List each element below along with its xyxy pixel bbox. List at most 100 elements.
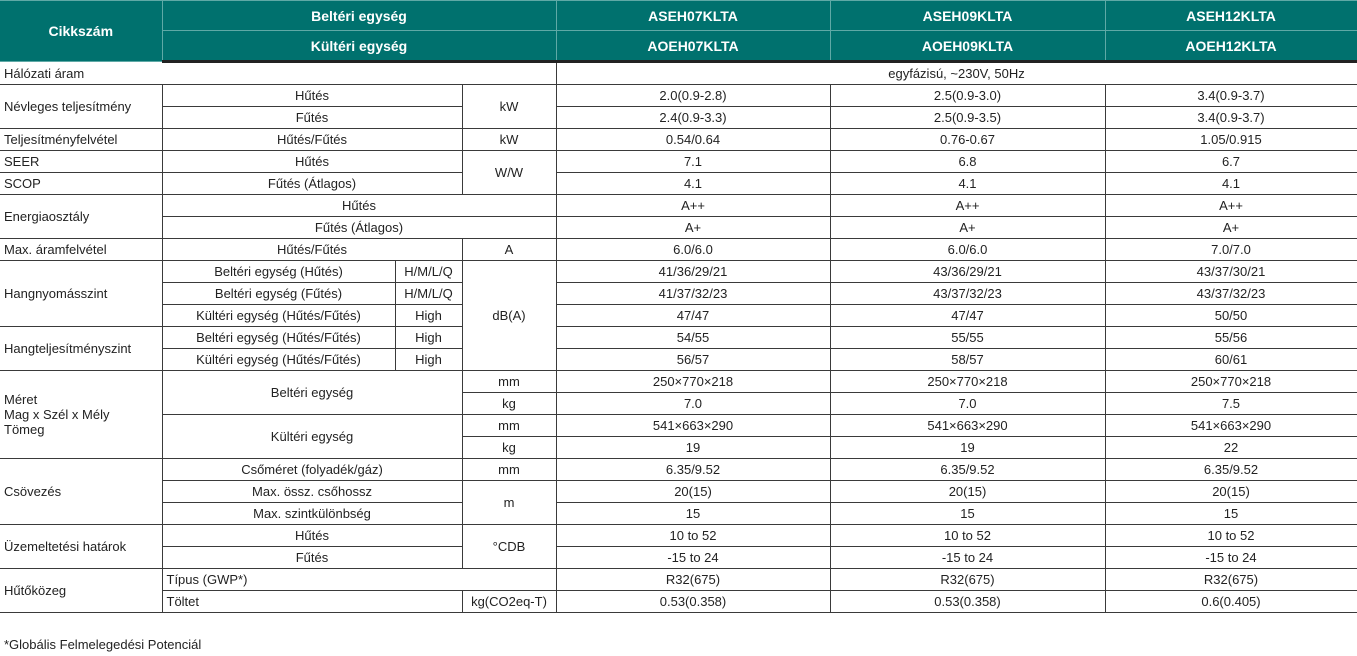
cell-value: R32(675) [1104,568,1357,591]
row-label: Energiaosztály [0,194,163,239]
unit: kg(CO2eq-T) [461,590,557,613]
cell-value: A++ [555,194,831,217]
table-row: Csövezés Csőméret (folyadék/gáz) mm 6.35/9.… [0,458,1357,525]
header-row-indoor: Cikkszám Beltéri egység ASEH07KLTA ASEH0… [0,0,1357,62]
mode: High [394,348,463,371]
cell-value: 7.1 [555,150,831,173]
cell-value: 6.35/9.52 [555,458,831,481]
table-row: Kültéri egység (Hűtés/Fűtés) High 47/47 47/… [0,304,1357,327]
table-row: Hangnyomásszint Beltéri egység (Hűtés) H/M… [0,260,1357,371]
sub-label: Hűtés [161,84,463,107]
cell-value: 0.54/0.64 [555,128,831,151]
table-row: Hálózati áram egyfázisú, ~230V, 50Hz [0,61,1357,85]
header-row-outdoor: Kültéri egység AOEH07KLTA AOEH09KLTA AOE… [0,30,1357,63]
cell-value: A+ [1104,216,1357,239]
cell-value: 6.8 [829,150,1106,173]
cell-value: 15 [829,502,1106,525]
cell-value: 6.0/6.0 [555,238,831,261]
cell-value: 10 to 52 [829,524,1106,547]
size-label: Méret [4,392,38,407]
table-row: Kültéri egység mm 541×663×290 541×663×290 54… [0,414,1357,459]
mode: H/M/L/Q [394,260,463,283]
sub-label: Beltéri egység (Fűtés) [162,282,396,305]
cell-value: A++ [829,194,1106,217]
model-header: ASEH07KLTA [555,0,831,31]
cell-value: 6.0/6.0 [829,238,1106,261]
table-row: SEER Hűtés W/W 7.1 6.8 6.7 [0,150,1357,195]
cell-value: 3.4(0.9-3.7) [1104,84,1357,107]
row-label: SCOP [0,172,163,195]
cell-value: 4.1 [555,172,831,195]
cell-value: 541×663×290 [555,414,831,437]
cell-value: R32(675) [555,568,831,591]
cell-value: 7.5 [1104,392,1357,415]
unit: mm [461,370,557,393]
row-label: Teljesítményfelvétel [0,128,163,151]
row-label: Méret Mag x Szél x Mély Tömeg [0,370,163,459]
cell-value: 3.4(0.9-3.7) [1104,106,1357,129]
cell-value: 7.0 [555,392,831,415]
cell-value: 19 [555,436,831,459]
cell-value: 20(15) [1104,480,1357,503]
sub-label: Beltéri egység (Hűtés/Fűtés) [161,326,396,349]
unit: kW [461,128,557,151]
cell-value: 1.05/0.915 [1104,128,1357,151]
cell-value: A+ [555,216,831,239]
row-label: Max. áramfelvétel [0,238,163,261]
cell-value: 43/37/32/23 [829,282,1106,305]
cell-value: 43/36/29/21 [829,260,1106,283]
model-header: AOEH09KLTA [829,30,1106,63]
unit: m [461,480,557,525]
unit: kg [462,436,557,459]
row-label: Hangnyomásszint [0,260,163,327]
cell-value: 19 [829,436,1106,459]
cell-value: 50/50 [1104,304,1357,327]
table-row: Max. áramfelvétel Hűtés/Fűtés A 6.0/6.0 6.0/… [0,238,1357,261]
cell-value: 541×663×290 [829,414,1106,437]
cell-value: 6.7 [1104,150,1357,173]
sub-label: Típus (GWP*) [161,568,557,591]
row-label: Hűtőközeg [0,568,163,613]
table-row: Hangteljesítményszint Beltéri egység (Hűt… [0,326,1357,371]
cell-value: 4.1 [829,172,1106,195]
mode: High [394,304,463,327]
table-row: SCOP Fűtés (Átlagos) 4.1 4.1 4.1 [0,172,1357,195]
cell-value: 541×663×290 [1104,414,1357,437]
sub-label: Fűtés [162,546,463,569]
cell-value: 47/47 [555,304,831,327]
spec-table: Cikkszám Beltéri egység ASEH07KLTA ASEH0… [0,0,1357,613]
sub-label: Beltéri egység [161,370,463,415]
table-row: Fűtés 2.4(0.9-3.3) 2.5(0.9-3.5) 3.4(0.9-3.7… [0,106,1357,129]
cell-value: 10 to 52 [555,524,831,547]
cell-value: 10 to 52 [1104,524,1357,547]
cell-value: 55/56 [1104,326,1357,349]
sub-label: Kültéri egység (Hűtés/Fűtés) [162,348,396,371]
cell-value: 41/37/32/23 [555,282,831,305]
unit: dB(A) [461,260,557,371]
footnote: *Globális Felmelegedési Potenciál [4,637,202,652]
cell-value: 60/61 [1104,348,1357,371]
table-row: Hűtőközeg Típus (GWP*) R32(675) R32(675) R32… [0,568,1357,613]
cell-value: 47/47 [829,304,1106,327]
row-label: Csövezés [0,458,163,525]
row-label: SEER [0,150,163,173]
sub-label: Kültéri egység (Hűtés/Fűtés) [162,304,396,327]
table-row: Üzemeltetési határok Hűtés °CDB 10 to 52 10 … [0,524,1357,569]
table-row: Névleges teljesítmény Hűtés kW 2.0(0.9-2.8)… [0,84,1357,129]
row-label: Hangteljesítményszint [0,326,163,371]
sub-label: Töltet [162,590,463,613]
cell-value: 43/37/30/21 [1104,260,1357,283]
sub-label: Hűtés [161,150,463,173]
sub-label: Kültéri egység [162,414,463,459]
cell-value: 55/55 [829,326,1106,349]
model-header: AOEH07KLTA [555,30,831,63]
sub-label: Max. szintkülönbség [162,502,463,525]
cell-value: 6.35/9.52 [829,458,1106,481]
cell-value: 22 [1104,436,1357,459]
mode: H/M/L/Q [394,282,463,305]
cell-value: 2.4(0.9-3.3) [555,106,831,129]
sub-label: Fűtés (Átlagos) [161,172,463,195]
model-header: AOEH12KLTA [1104,30,1357,63]
cell-value: 7.0 [829,392,1106,415]
cell-value: 43/37/32/23 [1104,282,1357,305]
